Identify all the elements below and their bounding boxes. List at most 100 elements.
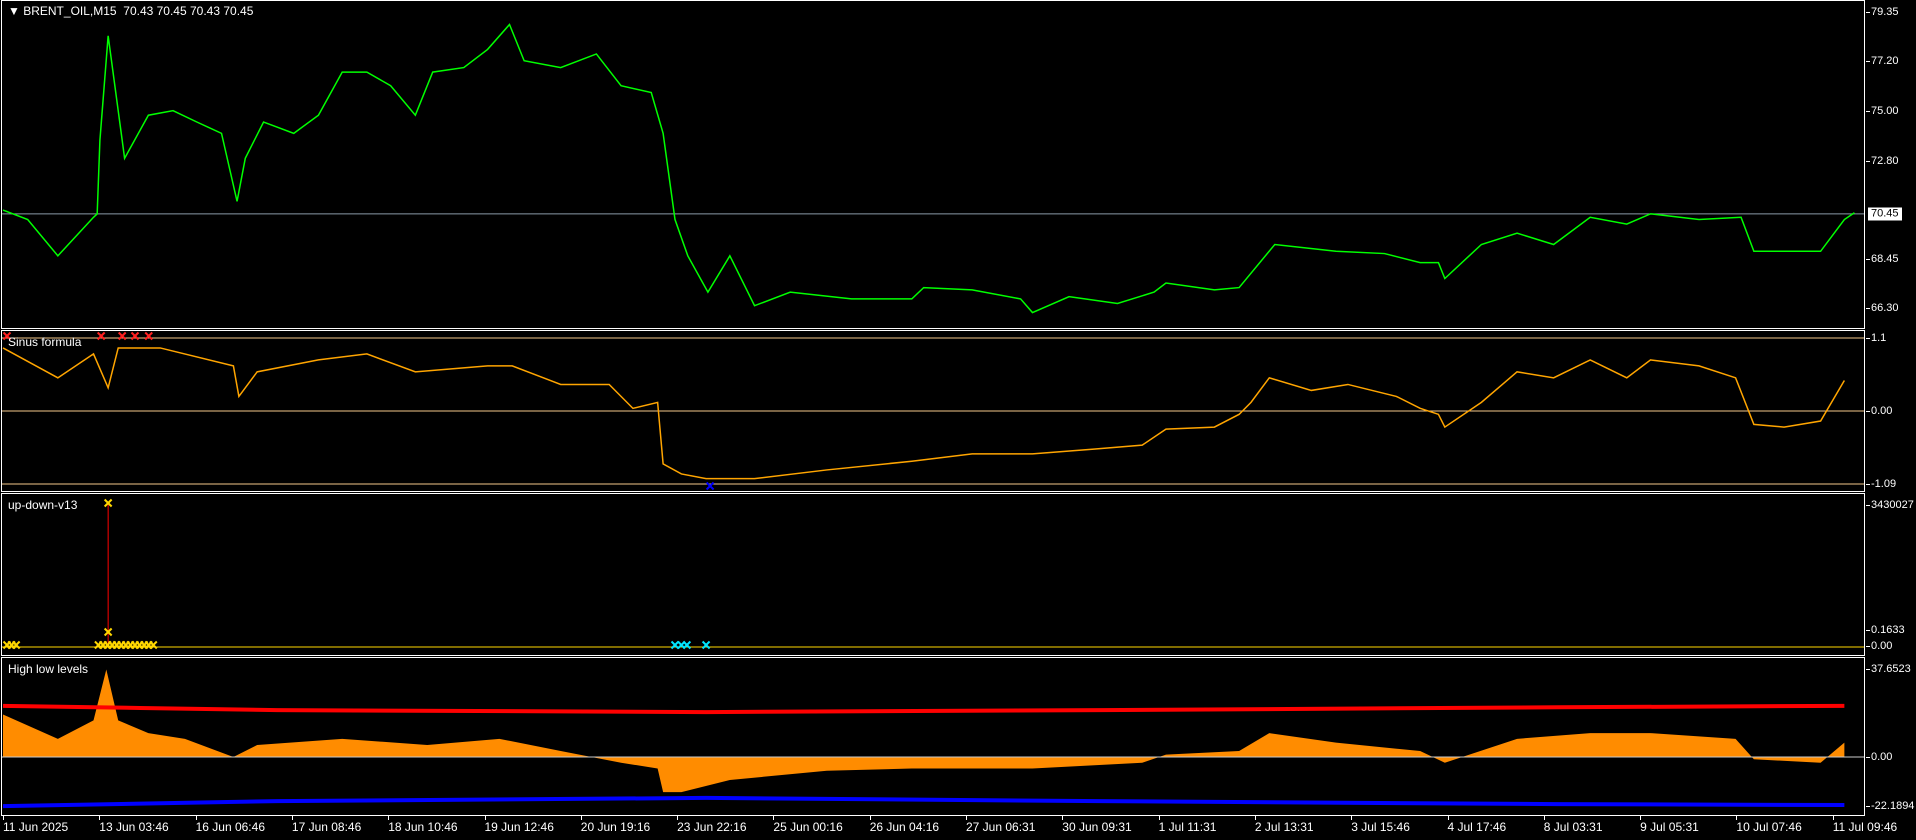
axis-tick [1866, 484, 1870, 485]
time-tick [1832, 815, 1834, 820]
axis-tick [1866, 308, 1870, 309]
sinus-series-line [2, 347, 1846, 480]
up-down-marker [670, 640, 680, 650]
time-tick [869, 815, 871, 820]
time-tick [1640, 815, 1642, 820]
axis-tick [1866, 757, 1870, 758]
axis-tick [1866, 60, 1870, 62]
up-down-marker [149, 640, 158, 650]
axis-tick [1866, 630, 1870, 631]
time-axis-label: 19 Jun 12:46 [484, 820, 554, 834]
up-down-axis-label: 0.1633 [1871, 624, 1905, 636]
sinus-axis-label: 1.1 [1871, 332, 1887, 344]
time-tick [484, 815, 486, 820]
high-low-axis-label: -22.1894 [1871, 800, 1915, 812]
up-down-spike-marker [103, 498, 113, 508]
time-axis-label: 8 Jul 03:31 [1543, 820, 1603, 834]
high-low-axis-label: 37.6523 [1871, 663, 1911, 675]
sinus-signal-marker [2, 331, 12, 341]
time-tick [1062, 815, 1064, 820]
time-axis-label: 25 Jun 00:16 [773, 820, 843, 834]
sinus-signal-marker [144, 331, 153, 341]
price-axis-label: 75.00 [1871, 104, 1899, 117]
sinus-signal-marker [117, 331, 127, 341]
axis-tick [1866, 160, 1870, 162]
time-axis-label: 23 Jun 22:16 [677, 820, 747, 834]
up-down-marker [103, 627, 113, 637]
time-axis-label: 2 Jul 13:31 [1254, 820, 1314, 834]
axis-tick [1866, 646, 1870, 647]
time-tick [1254, 815, 1256, 820]
time-tick [773, 815, 775, 820]
axis-tick [1866, 259, 1870, 261]
sinus-axis-label: -1.09 [1871, 478, 1897, 490]
price-series-line [2, 23, 1855, 314]
up-down-marker [682, 640, 692, 650]
up-down-label: up-down-v13 [8, 498, 78, 512]
time-tick [99, 815, 101, 820]
up-down-marker [701, 640, 711, 650]
time-axis-label: 11 Jun 2025 [3, 820, 69, 834]
main-price-panel[interactable]: ▼ BRENT_OIL,M15 70.43 70.45 70.43 70.45 [1, 0, 1865, 329]
sinus-signal-marker [96, 331, 106, 341]
time-axis-label: 9 Jul 05:31 [1640, 820, 1699, 834]
time-tick [3, 815, 4, 820]
time-tick [1158, 815, 1160, 820]
time-tick [388, 815, 390, 820]
time-axis-label: 18 Jun 10:46 [388, 820, 458, 834]
sinus-signal-marker [130, 331, 140, 341]
price-axis-label: 72.80 [1871, 154, 1899, 167]
high-low-label: High low levels [8, 662, 89, 676]
current-price-badge: 70.45 [1868, 207, 1902, 221]
triangle-down-icon[interactable]: ▼ [8, 4, 24, 18]
axis-tick [1866, 806, 1870, 807]
time-axis-label: 26 Jun 04:16 [869, 820, 940, 834]
time-axis-label: 20 Jun 19:16 [580, 820, 651, 834]
time-tick [291, 815, 293, 820]
high-low-histogram [3, 669, 1845, 793]
time-axis-label: 11 Jul 09:46 [1832, 820, 1898, 834]
sinus-panel[interactable]: Sinus formula [1, 330, 1865, 492]
time-tick [1447, 815, 1449, 820]
axis-tick [1866, 12, 1870, 13]
time-tick [580, 815, 582, 820]
time-axis-label: 27 Jun 06:31 [966, 820, 1036, 834]
time-tick [1351, 815, 1353, 820]
low-level-line [2, 795, 1845, 809]
axis-tick [1866, 669, 1870, 670]
axis-tick [1866, 110, 1870, 112]
chart-title: ▼ BRENT_OIL,M15 70.43 70.45 70.43 70.45 [8, 4, 253, 18]
price-axis-label: 68.45 [1871, 253, 1899, 266]
time-axis-label: 17 Jun 08:46 [291, 820, 362, 834]
time-axis-label: 10 Jul 07:46 [1736, 820, 1802, 834]
ohlc-readout: 70.43 70.45 70.43 70.45 [123, 4, 254, 18]
time-tick [195, 815, 197, 820]
time-tick [677, 815, 679, 820]
chart-plot [2, 23, 1864, 809]
price-axis-label: 79.35 [1871, 6, 1899, 18]
time-axis-label: 30 Jun 09:31 [1062, 820, 1132, 834]
time-tick [1736, 815, 1738, 820]
up-down-marker [11, 640, 21, 650]
up-down-axis-label: 3430027 [1871, 499, 1914, 511]
price-axis-label: 77.20 [1871, 54, 1899, 67]
time-axis-label: 4 Jul 17:46 [1447, 820, 1507, 834]
up-down-axis-label: 0.00 [1871, 640, 1893, 652]
sinus-signal-marker [705, 481, 715, 491]
high-low-axis-label: 0.00 [1871, 751, 1893, 763]
axis-tick [1866, 505, 1870, 506]
time-axis-label: 1 Jul 11:31 [1158, 820, 1217, 834]
axis-tick [1866, 338, 1870, 339]
axis-tick [1866, 411, 1870, 412]
time-axis-label: 3 Jul 15:46 [1351, 820, 1410, 834]
time-tick [966, 815, 967, 820]
time-axis-label: 16 Jun 06:46 [195, 820, 265, 834]
time-tick [1543, 815, 1545, 820]
symbol-label: BRENT_OIL,M15 [23, 4, 117, 18]
sinus-axis-label: 0.00 [1871, 405, 1893, 417]
high-low-panel[interactable]: High low levels [1, 657, 1865, 816]
up-down-panel[interactable]: up-down-v13 [1, 493, 1865, 656]
sinus-label: Sinus formula [8, 335, 82, 349]
price-axis-label: 66.30 [1871, 302, 1899, 314]
time-axis-label: 13 Jun 03:46 [99, 820, 169, 834]
